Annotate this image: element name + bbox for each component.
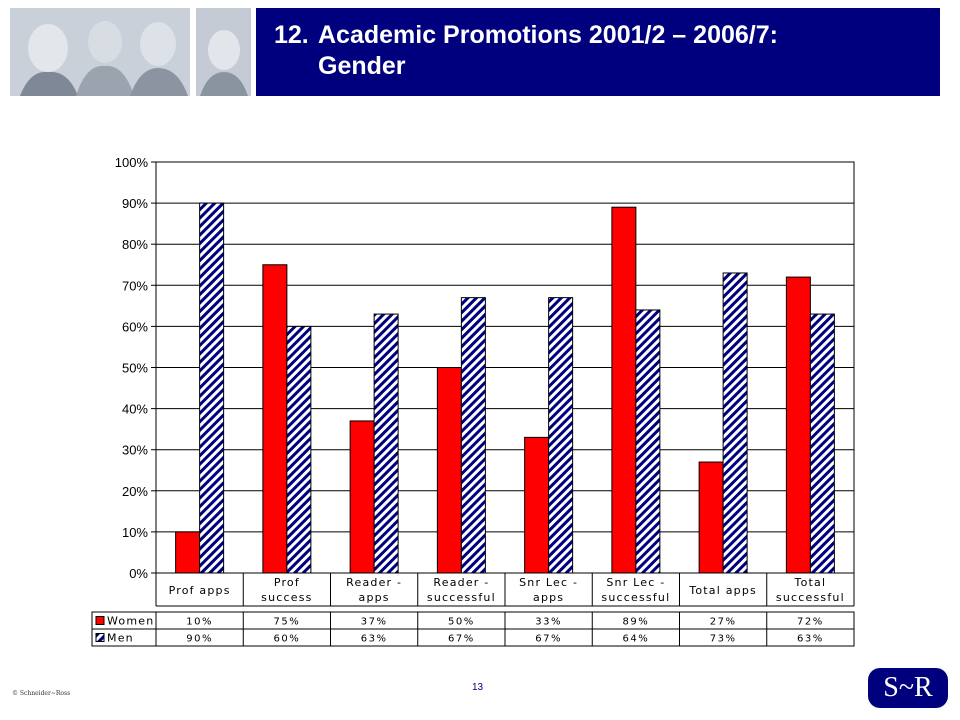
title-number: 12.	[274, 21, 309, 49]
y-tick-label: 100%	[115, 155, 149, 170]
category-label: successful	[601, 591, 670, 604]
bar-men	[548, 297, 574, 574]
bar-women	[524, 436, 550, 574]
y-tick-label: 10%	[122, 525, 148, 540]
legend-key-women	[95, 616, 105, 625]
data-label-men: 90%	[186, 634, 213, 645]
category-label: apps	[533, 591, 564, 604]
category-label: Snr Lec -	[519, 576, 578, 589]
company-logo: S~R	[868, 668, 948, 708]
bar-men	[286, 325, 312, 574]
header-photo-group	[10, 8, 190, 96]
bar-women	[175, 531, 201, 574]
bar-men	[635, 309, 661, 574]
y-tick-label: 70%	[122, 278, 148, 293]
bar-women	[436, 367, 462, 574]
category-label: Prof	[274, 576, 300, 589]
category-label: successful	[427, 591, 496, 604]
data-label-women: 75%	[274, 617, 301, 628]
data-label-women: 89%	[623, 617, 650, 628]
bar-men	[199, 202, 225, 574]
data-label-women: 72%	[797, 617, 824, 628]
data-label-men: 60%	[274, 634, 301, 645]
bar-men	[809, 313, 835, 574]
bar-men	[373, 313, 399, 574]
data-label-women: 33%	[535, 617, 562, 628]
data-label-men: 67%	[448, 634, 475, 645]
category-label: apps	[359, 591, 390, 604]
bar-women	[611, 206, 637, 574]
category-label: Reader -	[433, 576, 489, 589]
data-label-men: 63%	[361, 634, 388, 645]
y-tick-label: 90%	[122, 196, 148, 211]
category-label: Reader -	[346, 576, 402, 589]
data-label-men: 73%	[710, 634, 737, 645]
y-tick-label: 0%	[129, 566, 148, 581]
y-tick-label: 50%	[122, 361, 148, 376]
legend-label-men: Men	[107, 632, 134, 645]
data-label-women: 27%	[710, 617, 737, 628]
legend-label-women: Women	[107, 615, 154, 628]
category-label: Prof apps	[169, 584, 231, 597]
bar-men	[722, 272, 748, 574]
category-label: Snr Lec -	[606, 576, 665, 589]
bar-women	[785, 276, 811, 574]
data-label-women: 37%	[361, 617, 388, 628]
y-tick-label: 60%	[122, 319, 148, 334]
y-tick-label: 40%	[122, 402, 148, 417]
data-label-men: 67%	[535, 634, 562, 645]
data-label-men: 63%	[797, 634, 824, 645]
title-line-1: Academic Promotions 2001/2 – 2006/7:	[318, 21, 778, 49]
bar-men	[460, 297, 486, 574]
category-label: Total apps	[688, 584, 757, 597]
legend-key-men	[95, 633, 105, 642]
y-tick-label: 20%	[122, 484, 148, 499]
bar-women	[349, 420, 375, 574]
y-tick-label: 80%	[122, 237, 148, 252]
y-tick-label: 30%	[122, 443, 148, 458]
page-number: 13	[472, 682, 484, 693]
title-line-2: Gender	[318, 52, 406, 80]
header-photo-woman	[196, 8, 251, 96]
category-label: success	[261, 591, 312, 604]
copyright-text: © Schneider~Ross	[12, 690, 71, 697]
bar-women	[262, 264, 288, 574]
category-label: Total	[794, 576, 827, 589]
bar-women	[698, 461, 724, 574]
title-banner	[256, 8, 940, 96]
page-title: 12. Academic Promotions 2001/2 – 2006/7: …	[274, 20, 778, 82]
data-label-women: 50%	[448, 617, 475, 628]
category-label: successful	[776, 591, 845, 604]
data-label-women: 10%	[186, 617, 213, 628]
data-label-men: 64%	[623, 634, 650, 645]
